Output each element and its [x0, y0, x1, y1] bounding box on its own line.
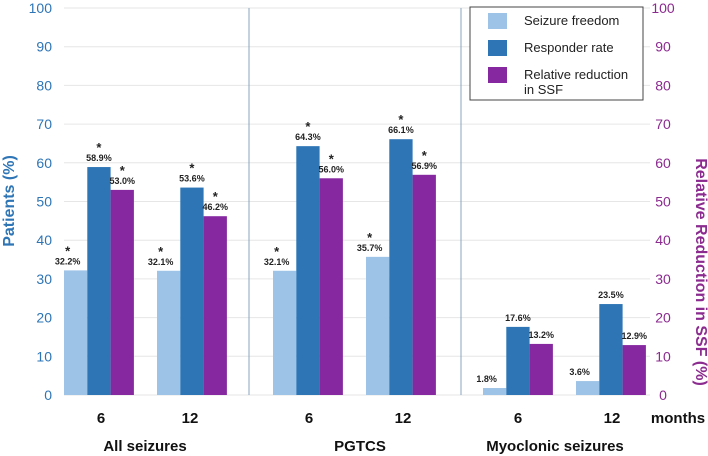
data-label: 56.0% — [318, 164, 344, 174]
right-tick-label: 100 — [651, 0, 675, 16]
right-tick-label: 40 — [655, 232, 671, 248]
significance-marker: * — [329, 151, 335, 166]
significance-marker: * — [158, 244, 164, 259]
group-label: PGTCS — [334, 438, 386, 455]
bar-seizure-freedom — [576, 381, 600, 395]
bar-seizure-freedom — [483, 388, 507, 395]
x-unit-label: months — [651, 410, 705, 427]
category-label: 6 — [305, 410, 313, 427]
right-tick-label: 80 — [655, 77, 671, 93]
significance-marker: * — [120, 163, 126, 178]
right-tick-label: 50 — [655, 194, 671, 210]
data-label: 58.9% — [86, 153, 112, 163]
group-label: All seizures — [103, 438, 186, 455]
data-label: 3.6% — [569, 367, 590, 377]
significance-marker: * — [189, 161, 195, 176]
bar-seizure-freedom — [157, 270, 181, 395]
y-axis-right-title: Relative Reduction in SSF (%) — [692, 158, 708, 386]
significance-marker: * — [422, 148, 428, 163]
right-tick-label: 70 — [655, 116, 671, 132]
right-tick-label: 20 — [655, 310, 671, 326]
data-label: 32.1% — [264, 257, 290, 267]
data-label: 1.8% — [476, 374, 497, 384]
category-label: 12 — [604, 410, 621, 427]
data-label: 64.3% — [295, 132, 321, 142]
left-tick-label: 20 — [36, 310, 52, 326]
bar-responder-rate — [599, 304, 623, 395]
legend-label: Relative reduction — [524, 67, 628, 82]
left-tick-label: 100 — [29, 0, 53, 16]
y-axis-left-title: Patients (%) — [1, 155, 18, 247]
significance-marker: * — [398, 112, 404, 127]
data-label: 32.2% — [55, 256, 81, 266]
bar-responder-rate — [506, 326, 530, 395]
left-tick-label: 70 — [36, 116, 52, 132]
data-label: 66.1% — [388, 125, 414, 135]
bar-seizure-freedom — [273, 270, 297, 395]
significance-marker: * — [65, 243, 71, 258]
significance-marker: * — [213, 189, 219, 204]
bar-relative-reduction-in-ssf — [319, 178, 343, 395]
right-tick-label: 0 — [659, 387, 667, 403]
data-label: 56.9% — [411, 161, 437, 171]
data-label: 23.5% — [598, 290, 624, 300]
category-label: 6 — [97, 410, 105, 427]
category-label: 6 — [514, 410, 522, 427]
bar-relative-reduction-in-ssf — [622, 345, 646, 395]
significance-marker: * — [305, 119, 311, 134]
data-label: 13.2% — [528, 330, 554, 340]
data-label: 35.7% — [357, 243, 383, 253]
left-tick-label: 30 — [36, 271, 52, 287]
data-label: 53.0% — [109, 176, 135, 186]
bar-relative-reduction-in-ssf — [203, 216, 227, 395]
right-tick-label: 60 — [655, 155, 671, 171]
left-tick-label: 0 — [44, 387, 52, 403]
bar-relative-reduction-in-ssf — [412, 174, 436, 395]
legend-label: Seizure freedom — [524, 13, 619, 28]
left-tick-label: 10 — [36, 348, 52, 364]
left-tick-label: 60 — [36, 155, 52, 171]
legend-label: in SSF — [524, 82, 563, 97]
bar-responder-rate — [389, 139, 413, 395]
left-tick-label: 40 — [36, 232, 52, 248]
left-tick-label: 50 — [36, 194, 52, 210]
right-tick-label: 30 — [655, 271, 671, 287]
bar-seizure-freedom — [64, 270, 88, 395]
category-label: 12 — [182, 410, 199, 427]
significance-marker: * — [96, 140, 102, 155]
legend-swatch — [488, 40, 507, 56]
data-label: 46.2% — [202, 202, 228, 212]
bar-responder-rate — [296, 146, 320, 395]
data-label: 12.9% — [621, 331, 647, 341]
significance-marker: * — [367, 230, 373, 245]
data-label: 17.6% — [505, 313, 531, 323]
left-tick-label: 90 — [36, 39, 52, 55]
legend-swatch — [488, 67, 507, 83]
bar-relative-reduction-in-ssf — [110, 189, 134, 395]
data-label: 53.6% — [179, 174, 205, 184]
legend-label: Responder rate — [524, 40, 614, 55]
bar-seizure-freedom — [366, 256, 390, 395]
left-tick-label: 80 — [36, 77, 52, 93]
data-label: 32.1% — [148, 257, 174, 267]
group-label: Myoclonic seizures — [486, 438, 624, 455]
bar-responder-rate — [180, 187, 204, 395]
bar-relative-reduction-in-ssf — [529, 343, 553, 395]
right-tick-label: 90 — [655, 39, 671, 55]
right-tick-label: 10 — [655, 348, 671, 364]
bar-responder-rate — [87, 167, 111, 395]
legend-swatch — [488, 13, 507, 29]
significance-marker: * — [274, 244, 280, 259]
category-label: 12 — [395, 410, 412, 427]
